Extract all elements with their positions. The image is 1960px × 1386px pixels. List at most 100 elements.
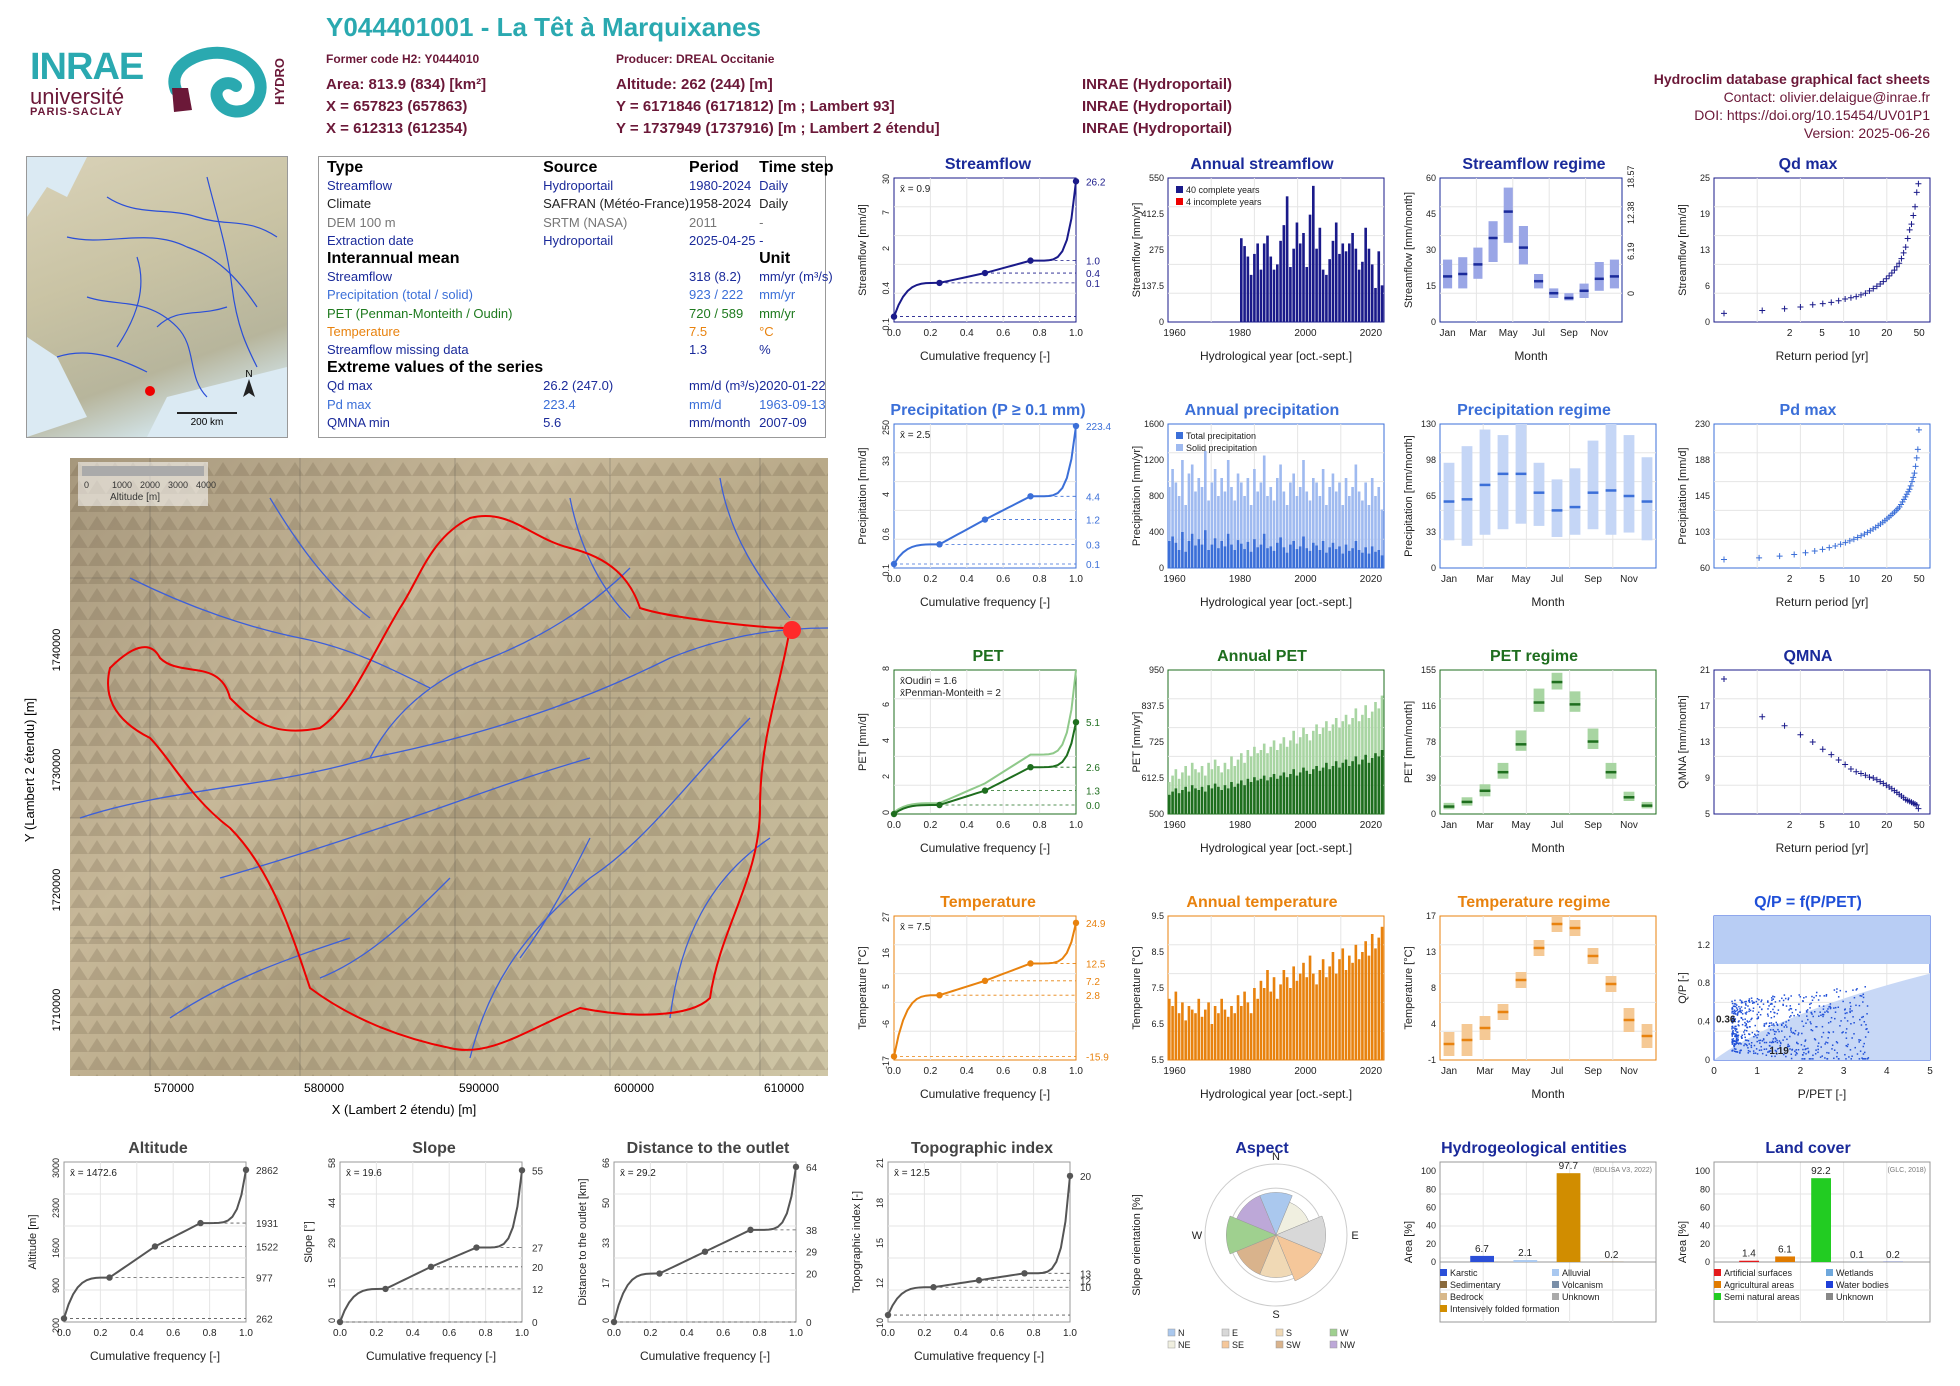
scatter-point	[1790, 1027, 1792, 1029]
y-axis-label: Slope [°]	[303, 1221, 315, 1263]
scatter-point	[1740, 1000, 1743, 1002]
scatter-point	[1776, 1048, 1779, 1050]
scatter-point	[1759, 1042, 1761, 1044]
y-tick: 60	[1426, 1202, 1436, 1212]
x-axis-label: Cumulative frequency [-]	[920, 349, 1050, 363]
quantile-point	[518, 1167, 526, 1174]
y-tick: 7.5	[1151, 983, 1164, 993]
plot-frame	[887, 1161, 1071, 1323]
scatter-point	[1768, 1022, 1771, 1024]
scatter-point	[1756, 1053, 1759, 1055]
bar	[1259, 482, 1263, 568]
outlet-marker-icon[interactable]	[783, 621, 801, 639]
data-point	[1898, 255, 1905, 262]
y-tick: 10	[875, 1318, 885, 1328]
scatter-point	[1773, 1005, 1776, 1008]
chart-streamflow[interactable]: Streamflow Cumulative frequency [-] Stream…	[852, 156, 1124, 366]
bar	[1223, 491, 1227, 568]
x-tick: 2020	[1360, 328, 1383, 339]
bar	[1315, 248, 1318, 322]
scatter-point	[1759, 1014, 1762, 1016]
bar	[1348, 955, 1351, 1060]
y-tick: 6	[1705, 281, 1710, 291]
regime-box	[1569, 468, 1581, 535]
bar-solid	[1207, 550, 1210, 568]
chart-pet_regime[interactable]: PET regime Month PET [mm/month] Jan Mar May Ju…	[1398, 648, 1670, 858]
x-tick: 0.2	[93, 1328, 107, 1339]
right-tick-label: 1.0	[1086, 257, 1100, 268]
scatter-point	[1830, 1016, 1833, 1019]
legend-label: 40 complete years	[1186, 185, 1260, 195]
meta-db: Hydroclim database graphical fact sheets	[1653, 71, 1930, 87]
scatter-point	[1747, 1005, 1749, 1007]
x-axis-label: P/PET [-]	[1798, 1087, 1846, 1101]
x-tick: 0.0	[881, 1328, 895, 1339]
chart-altitude[interactable]: Altitude Cumulative frequency [-] Altitude…	[22, 1140, 294, 1366]
bar-oudin	[1351, 761, 1354, 814]
chart-annual_pet[interactable]: Annual PET Hydrological year [oct.-sept.]…	[1126, 648, 1398, 858]
chart-annual_precipitation[interactable]: Annual precipitation Hydrological year [o…	[1126, 402, 1398, 612]
chart-pet[interactable]: PET Cumulative frequency [-] PET [mm/d] 0.0…	[852, 648, 1124, 858]
chart-annual_temperature[interactable]: Annual temperature Hydrological year [oct…	[1126, 894, 1398, 1104]
chart-pd_max[interactable]: Pd max Return period [yr] Precipitation [m…	[1672, 402, 1944, 612]
chart-topo_index[interactable]: Topographic index Cumulative frequency [-…	[846, 1140, 1118, 1366]
chart-temperature_regime[interactable]: Temperature regime Month Temperature [°C] J…	[1398, 894, 1670, 1104]
data-point	[1756, 554, 1763, 561]
bar	[1266, 235, 1269, 322]
scatter-point	[1741, 1037, 1743, 1039]
bar-solid	[1266, 548, 1269, 568]
scatter-point	[1790, 995, 1792, 997]
regime-box	[1551, 479, 1563, 537]
north-label: N	[245, 369, 252, 380]
source-2: INRAE (Hydroportail)	[1082, 98, 1232, 115]
chart-hydrogeology[interactable]: Hydrogeological entities Area [%] 0 20 40 60 8…	[1398, 1140, 1670, 1366]
legend-label: E	[1232, 1328, 1238, 1338]
plot-frame	[1439, 669, 1657, 815]
y-tick: 20	[1426, 1239, 1436, 1249]
scatter-point	[1759, 1039, 1762, 1042]
x-tick: Jan	[1440, 328, 1456, 339]
chart-precipitation[interactable]: Precipitation (P ≥ 0.1 mm) Cumulative fre…	[852, 402, 1124, 612]
chart-temperature[interactable]: Temperature Cumulative frequency [-] Tempe…	[852, 894, 1124, 1104]
chart-slope[interactable]: Slope Cumulative frequency [-] Slope [°] 0.…	[298, 1140, 570, 1366]
bar-solid	[1233, 550, 1237, 568]
scatter-point	[1862, 993, 1865, 996]
y-tick: 137.5	[1141, 281, 1164, 291]
chart-qp_ppet[interactable]: Q/P = f(P/PET) P/PET [-] Q/P [-] 0 1 2 3 4 5 0 0.4…	[1672, 894, 1944, 1104]
chart-annual_streamflow[interactable]: Annual streamflow Hydrological year [oct.…	[1126, 156, 1398, 366]
chart-precipitation_regime[interactable]: Precipitation regime Month Precipitation […	[1398, 402, 1670, 612]
right-tick-label: 223.4	[1086, 422, 1111, 433]
catchment-map[interactable]: 0 1000 2000 3000 4000 Altitude [m]	[70, 458, 828, 1076]
data-point	[1906, 486, 1913, 493]
scatter-point	[1801, 1032, 1803, 1035]
scatter-point	[1822, 1008, 1825, 1010]
chart-qd_max[interactable]: Qd max Return period [yr] Streamflow [mm/d…	[1672, 156, 1944, 366]
extreme-row-1-cell-2: mm/d	[689, 396, 722, 412]
scatter-point	[1758, 1039, 1760, 1042]
altitude-legend-tick: 3000	[168, 480, 188, 490]
scatter-point	[1761, 1052, 1764, 1055]
chart-land_cover[interactable]: Land cover Area [%] 0 20 40 60 80 100 1.4 6.1 92.2…	[1672, 1140, 1944, 1366]
x-tick: 5	[1927, 1066, 1933, 1077]
scatter-point	[1802, 1054, 1804, 1056]
scatter-point	[1746, 1011, 1748, 1013]
bar-oudin	[1305, 770, 1309, 814]
info-row-2-cell-0: DEM 100 m	[327, 214, 396, 230]
chart-aspect[interactable]: Aspect Slope orientation [%] N E S W N E S W NE SE S…	[1126, 1140, 1398, 1366]
scatter-point	[1756, 997, 1759, 1000]
scatter-point	[1845, 1058, 1847, 1060]
bar-solid	[1321, 541, 1325, 568]
scatter-point	[1744, 1001, 1746, 1003]
chart-qmna[interactable]: QMNA Return period [yr] QMNA [mm/month] 2 5 1…	[1672, 648, 1944, 858]
chart-distance[interactable]: Distance to the outlet Cumulative frequen…	[572, 1140, 844, 1366]
chart-title-pet: PET	[972, 648, 1004, 665]
scatter-point	[1737, 1039, 1739, 1041]
chart-streamflow_regime[interactable]: Streamflow regime Month Streamflow [mm/mon…	[1398, 156, 1670, 366]
scatter-point	[1773, 996, 1776, 998]
scatter-point	[1849, 1001, 1851, 1004]
scatter-point	[1737, 1036, 1739, 1038]
data-point	[1809, 739, 1816, 745]
bar-solid	[1298, 546, 1302, 568]
scatter-point	[1739, 1042, 1741, 1044]
scatter-point	[1781, 997, 1783, 1000]
